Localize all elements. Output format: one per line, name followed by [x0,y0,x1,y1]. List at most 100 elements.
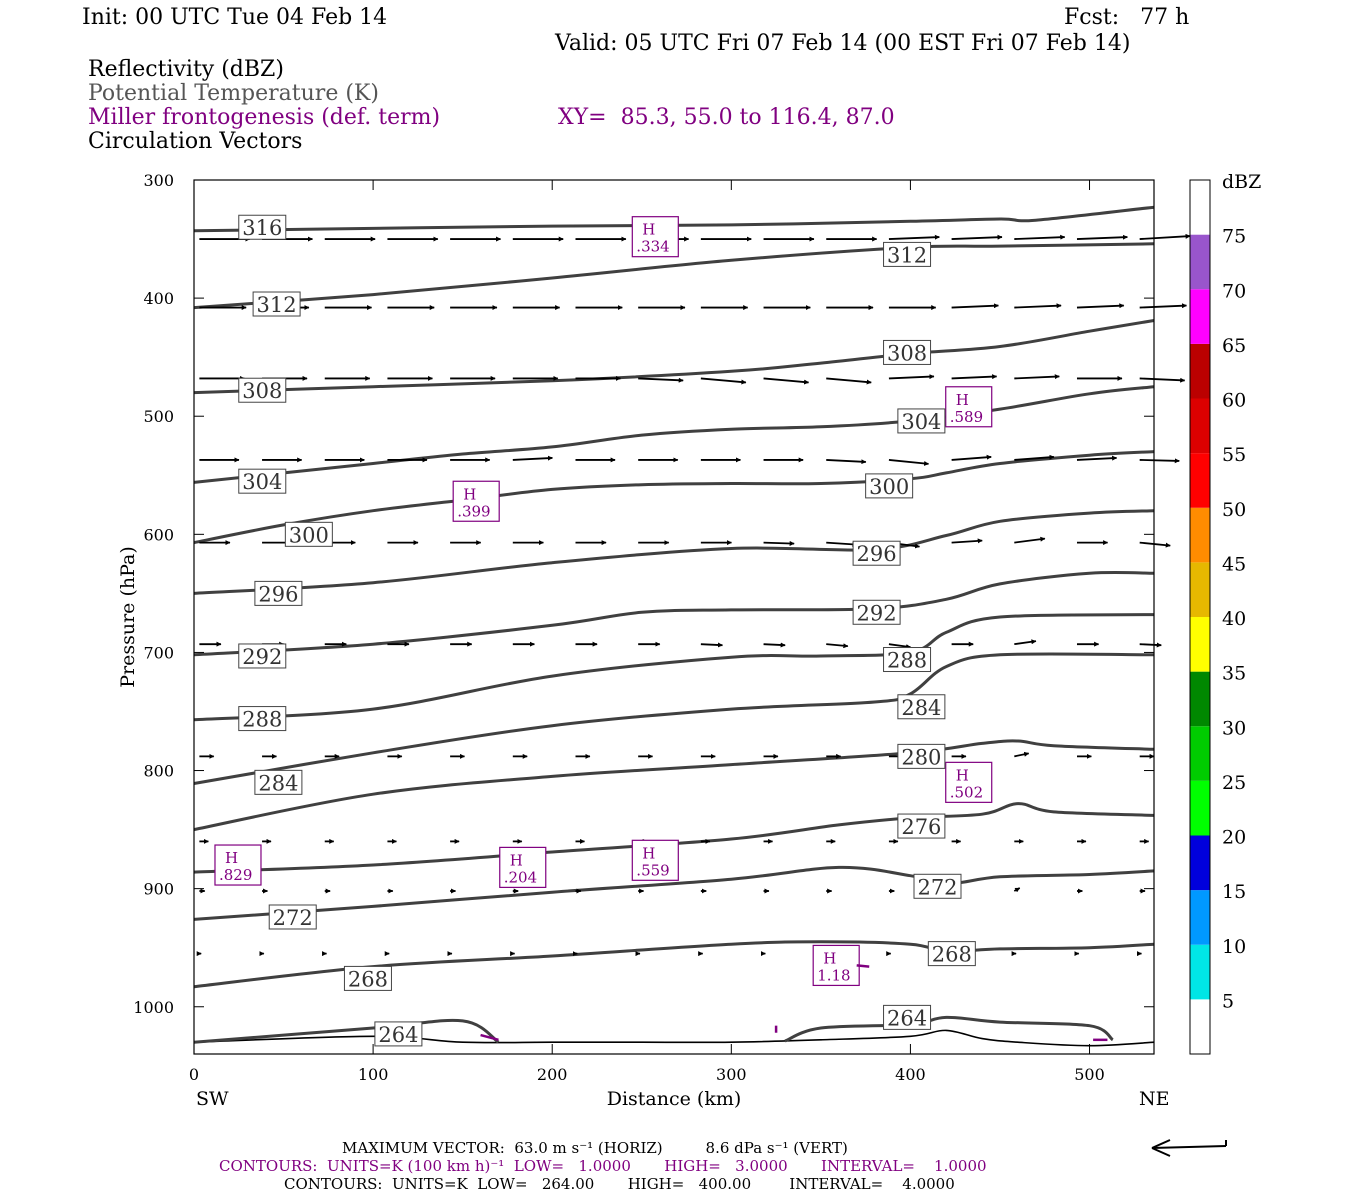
isentrope-label-300: 300 [284,521,333,547]
frontogenesis-max-letter: H [225,849,238,867]
circulation-vector [1139,642,1162,648]
isentrope-label-284: 284 [254,769,303,795]
circulation-vector [763,540,795,546]
circulation-vector [700,377,747,385]
circulation-vector [1076,234,1128,240]
circulation-vector [826,541,858,547]
circulation-vector [1014,536,1046,544]
colorbar-segment [1190,726,1210,781]
svg-text:300: 300 [869,475,909,499]
isentrope-label-268: 268 [343,965,392,991]
x-tick-label: 400 [895,1065,926,1084]
colorbar-label: 5 [1222,990,1234,1012]
isentrope-264 [784,1015,1114,1043]
forecast-hour: Fcst: 77 h [1064,5,1190,30]
cross-section-endpoints: XY= 85.3, 55.0 to 116.4, 87.0 [558,105,895,130]
plot-frame [193,179,1155,1055]
svg-text:292: 292 [242,645,282,669]
colorbar-label: 30 [1222,717,1246,739]
circulation-vector [1014,454,1055,461]
init-time: Init: 00 UTC Tue 04 Feb 14 [82,5,388,30]
isentrope-label-264: 264 [883,1004,932,1030]
isentrope-272 [193,865,1155,921]
isentrope-label-284: 284 [897,694,946,720]
isentrope-304 [193,385,1155,484]
colorbar-label: 55 [1222,444,1246,466]
isentrope-264 [193,1018,500,1044]
colorbar-unit: dBZ [1222,171,1261,193]
frontogenesis-max-letter: H [642,844,655,862]
colorbar-segment [1190,234,1210,290]
svg-text:268: 268 [348,967,388,991]
isentrope-label-264: 264 [374,1021,423,1047]
frontogenesis-max-value: .204 [504,868,537,886]
colorbar-segment [1190,398,1210,454]
isentrope-label-268: 268 [927,941,976,967]
circulation-vector [1014,374,1060,380]
isentrope-label-288: 288 [883,647,932,673]
isentrope-label-276: 276 [897,813,946,839]
y-tick-label: 600 [143,525,174,544]
frontogenesis-max-letter: H [956,391,969,409]
valid-time: Valid: 05 UTC Fri 07 Feb 14 (00 EST Fri … [555,31,1131,56]
y-tick-label: 500 [143,407,174,426]
frontogenesis-max: H.589 [945,386,993,428]
colorbar-segment [1190,780,1210,836]
frontogenesis-max-value: .589 [950,408,983,426]
circulation-vector [888,643,912,650]
isentrope-312 [193,242,1155,310]
frontogenesis-contour-note: CONTOURS: UNITS=K (100 km h)⁻¹ LOW= 1.00… [219,1157,987,1175]
svg-text:284: 284 [901,696,941,720]
colorbar-label: 25 [1222,772,1246,794]
isentrope-280 [193,739,1155,832]
colorbar-segment [1190,562,1210,617]
colorbar-label: 20 [1222,827,1246,849]
circulation-vector [763,642,786,648]
colorbar-label: 40 [1222,608,1246,630]
x-tick-label: 300 [716,1065,747,1084]
svg-text:280: 280 [901,745,941,769]
y-tick-label: 1000 [133,998,174,1017]
circulation-vector [951,538,983,544]
circulation-vector [826,643,849,649]
colorbar-segment [1190,289,1210,344]
colorbar-segment [1190,180,1210,235]
frontogenesis-max-letter: H [642,221,655,239]
colorbar-segment [1190,890,1210,945]
isentrope-296 [193,509,1155,595]
svg-text:296: 296 [258,582,298,606]
colorbar-segment [1190,453,1210,508]
isentrope-268 [193,940,1155,989]
x-axis-label: Distance (km) [607,1088,742,1110]
colorbar-label: 70 [1222,280,1246,302]
colorbar-label: 15 [1222,881,1246,903]
svg-text:296: 296 [857,542,897,566]
svg-text:264: 264 [378,1023,418,1047]
circulation-vector [888,234,940,240]
frontogenesis-max-letter: H [823,949,836,967]
isentrope-label-292: 292 [852,599,901,625]
colorbar-label: 45 [1222,553,1246,575]
circulation-vector [1076,303,1125,309]
colorbar-label: 10 [1222,936,1246,958]
frontogenesis-max: H.204 [499,846,547,888]
colorbar-frame [1189,179,1211,1055]
svg-text:304: 304 [901,410,941,434]
svg-text:288: 288 [887,649,927,673]
svg-text:276: 276 [901,815,941,839]
isentrope-label-308: 308 [238,377,287,403]
colorbar-label: 65 [1222,335,1246,357]
y-tick-label: 300 [143,171,174,190]
circulation-vector [1014,234,1066,240]
isentrope-label-316: 316 [238,214,287,240]
isentrope-292 [193,571,1155,657]
circulation-vector [1139,233,1191,240]
svg-text:272: 272 [917,875,957,899]
isentrope-label-304: 304 [897,408,946,434]
isentrope-300 [193,450,1155,545]
svg-text:292: 292 [857,601,897,625]
y-tick-label: 900 [143,880,174,899]
colorbar-label: 35 [1222,663,1246,685]
field-reflectivity: Reflectivity (dBZ) [88,57,284,82]
